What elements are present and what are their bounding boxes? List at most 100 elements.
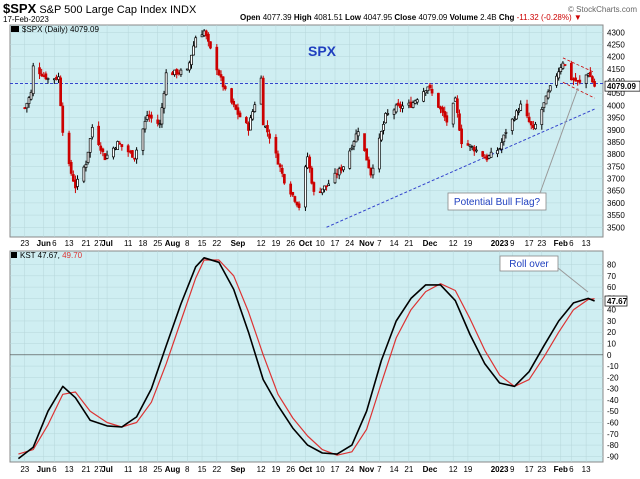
volume-label: Volume (449, 13, 478, 22)
price-bar-body (38, 67, 41, 75)
price-bar-body (356, 131, 360, 137)
price-x-tick-label: 14 (390, 239, 399, 248)
price-bar-body (572, 78, 575, 81)
price-bar-body (185, 68, 189, 71)
price-bar-body (97, 125, 100, 145)
kst-x-tick-label: 12 (449, 465, 458, 474)
price-bar-body (323, 185, 326, 191)
price-x-tick-label: 7 (377, 239, 382, 248)
kst-y-tick-label: 30 (607, 317, 616, 326)
price-bar-body (485, 155, 489, 161)
price-bar-body (145, 115, 149, 120)
price-bar-body (105, 154, 109, 159)
price-x-tick-label: 27 (94, 239, 103, 248)
price-bar-body (382, 123, 385, 131)
price-bar-body (569, 62, 573, 81)
price-x-tick-label: 23 (20, 239, 29, 248)
kst-y-tick-label: -80 (607, 441, 619, 450)
kst-x-tick-label: 21 (404, 465, 413, 474)
price-bar-body (468, 144, 472, 147)
price-bar-body (335, 173, 339, 176)
kst-x-tick-label: 2023 (491, 465, 509, 474)
price-bar-body (278, 164, 282, 168)
kst-legend-signal: 49.70 (62, 251, 83, 260)
price-bar-body (156, 119, 160, 124)
kst-x-tick-label: 7 (377, 465, 382, 474)
price-bar-body (481, 151, 485, 157)
price-bar-body (498, 148, 501, 151)
kst-x-tick-label: 25 (153, 465, 162, 474)
price-bar-body (407, 102, 411, 106)
price-y-tick-label: 3850 (607, 138, 625, 147)
price-bar-body (386, 113, 390, 115)
price-x-tick-label: Feb (554, 239, 568, 248)
price-bar-body (90, 127, 94, 138)
price-bar-body (221, 76, 225, 88)
chart-date: 17-Feb-2023 (3, 15, 49, 24)
price-x-tick-label: 18 (138, 239, 147, 248)
price-bar-body (247, 122, 250, 131)
chart-header-title: $SPX S&P 500 Large Cap Index INDX (3, 1, 196, 16)
price-bar-body (194, 37, 198, 48)
price-y-tick-label: 3750 (607, 162, 625, 171)
price-bar-body (496, 150, 499, 155)
price-bar-body (559, 67, 563, 72)
price-bar-body (46, 77, 50, 80)
kst-x-tick-label: 13 (582, 465, 591, 474)
price-bar-body (179, 69, 183, 76)
chart-title: SPX (308, 43, 337, 59)
high-value: 4081.51 (313, 13, 343, 22)
price-last-value-tag (604, 80, 640, 92)
price-x-tick-label: Jul (101, 239, 113, 248)
price-bar-body (192, 45, 195, 56)
price-bar-body (475, 149, 478, 152)
kst-y-tick-label: 10 (607, 340, 616, 349)
price-bar-body (55, 76, 58, 80)
kst-x-tick-label: 19 (463, 465, 472, 474)
price-x-tick-label: 12 (449, 239, 458, 248)
high-label: High (293, 13, 312, 22)
kst-x-tick-label: 17 (525, 465, 534, 474)
price-bar-body (84, 163, 88, 168)
price-bar-body (266, 125, 269, 133)
price-bar-body (542, 102, 546, 109)
price-bar-body (188, 62, 191, 71)
price-bar-body (29, 91, 33, 100)
price-bar-body (160, 107, 164, 125)
kst-y-tick-label: 40 (607, 306, 616, 315)
bull-flag-annotation-text: Potential Bull Flag? (454, 197, 541, 208)
price-bar-body (25, 102, 29, 109)
price-x-tick-label: Oct (299, 239, 313, 248)
price-bar-body (513, 118, 516, 121)
price-bar-body (441, 107, 444, 113)
price-bar-body (209, 41, 212, 49)
price-x-tick-label: 24 (345, 239, 354, 248)
price-bar-body (401, 105, 404, 109)
kst-x-tick-label: 23 (537, 465, 546, 474)
price-bar-body (280, 167, 284, 174)
index-name: S&P 500 Large Cap Index (39, 4, 167, 16)
price-y-tick-label: 3700 (607, 175, 625, 184)
price-x-tick-label: 25 (153, 239, 162, 248)
kst-x-tick-label: 23 (20, 465, 29, 474)
price-x-tick-label: Aug (165, 239, 181, 248)
price-bar-body (586, 73, 590, 76)
open-value: 4077.39 (262, 13, 292, 22)
price-bar-body (310, 167, 314, 184)
price-bar-body (352, 141, 356, 147)
price-bar-body (584, 74, 588, 84)
price-bar-body (253, 104, 257, 112)
price-bar-body (394, 104, 398, 113)
price-x-tick-label: 17 (525, 239, 534, 248)
price-bar-body (574, 77, 577, 82)
price-bar-body (190, 54, 193, 66)
kst-y-tick-label: 70 (607, 272, 616, 281)
kst-x-tick-label: 19 (271, 465, 280, 474)
volume-value: 2.4B (480, 13, 497, 22)
price-bar-body (175, 69, 179, 75)
price-bar-body (99, 145, 103, 151)
ohlc-readout: Open 4077.39 High 4081.51 Low 4047.95 Cl… (240, 13, 582, 22)
price-last-value-text: 4079.09 (607, 82, 636, 91)
price-bar-body (282, 174, 286, 184)
